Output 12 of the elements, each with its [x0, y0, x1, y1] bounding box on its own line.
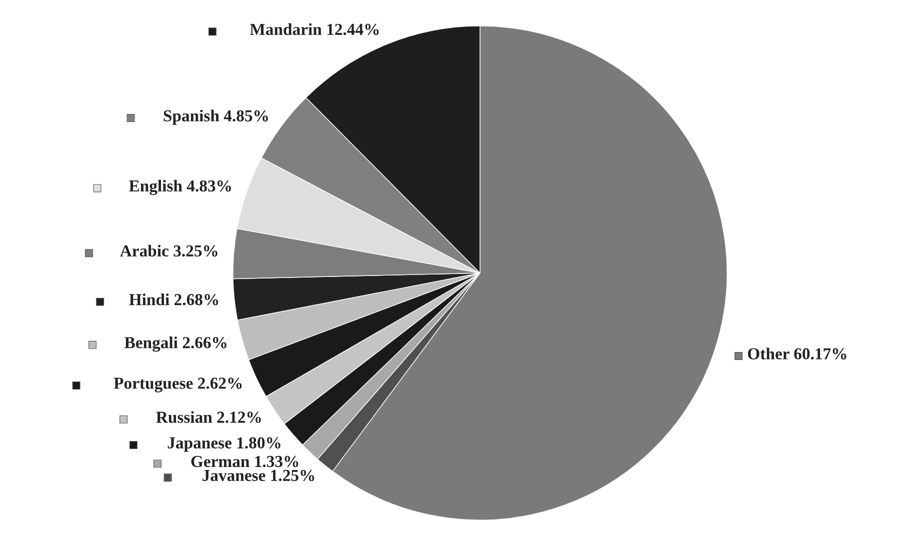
- legend-label: Bengali 2.66%: [124, 336, 226, 352]
- legend-label: Mandarin 12.44%: [250, 23, 379, 36]
- legend-label: Hindi 2.68%: [129, 294, 218, 306]
- legend-label: English 4.83%: [129, 180, 231, 196]
- legend-label: Japanese 1.80%: [168, 437, 280, 452]
- legend-label: Arabic 3.25%: [120, 244, 218, 257]
- legend-label: Portuguese 2.62%: [114, 378, 242, 392]
- legend-label: German 1.33%: [191, 456, 298, 468]
- legend-label: Other 60.17%: [748, 348, 846, 360]
- legend-label: Javanese 1.25%: [202, 470, 314, 482]
- legend-label: Spanish 4.85%: [164, 110, 268, 125]
- legend-label: Russian 2.12%: [156, 411, 261, 423]
